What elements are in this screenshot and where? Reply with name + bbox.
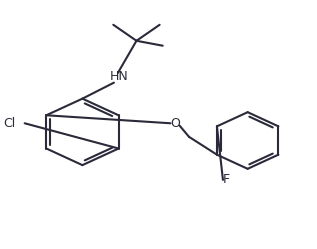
Text: O: O <box>170 117 180 130</box>
Text: Cl: Cl <box>3 117 16 130</box>
Text: F: F <box>223 173 230 187</box>
Text: HN: HN <box>110 70 129 83</box>
